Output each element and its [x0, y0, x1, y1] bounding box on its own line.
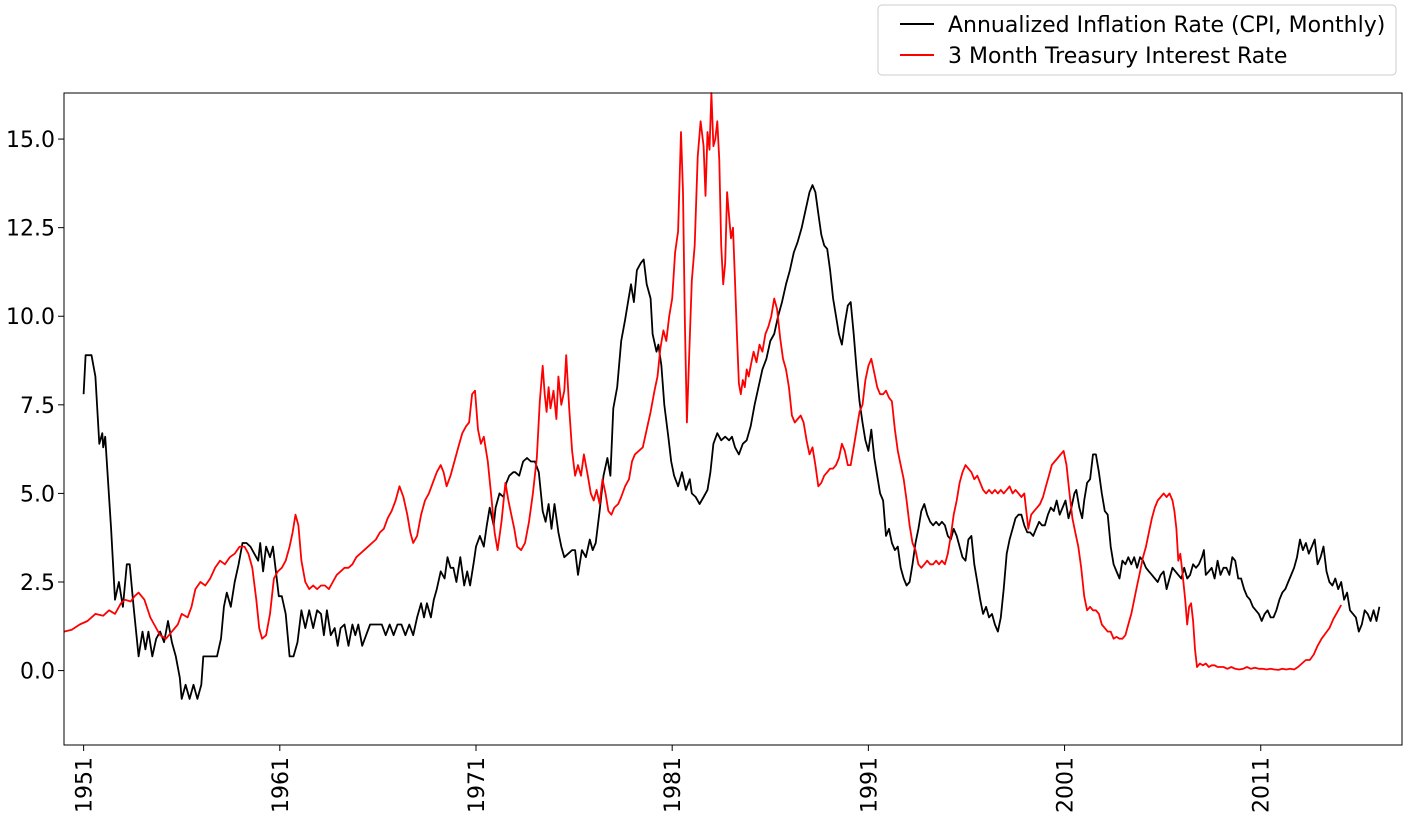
x-tick-label: 1981 [661, 757, 686, 813]
y-tick-label: 15.0 [6, 128, 55, 153]
y-tick-label: 7.5 [20, 394, 55, 419]
x-tick-label: 1971 [465, 757, 490, 813]
y-tick-label: 5.0 [20, 482, 55, 507]
legend-box [877, 4, 1397, 76]
series-line-0 [82, 184, 1381, 700]
y-axis: 0.0 2.5 5.0 7.5 10.0 12.5 15.0 [6, 128, 64, 685]
series-layer [63, 92, 1381, 700]
x-tick-label: 1991 [857, 757, 882, 813]
x-tick-label: 1961 [269, 757, 294, 813]
series-line-1 [63, 92, 1342, 671]
plot-frame [63, 92, 1403, 746]
x-axis: 1951 1961 1971 1981 1991 2001 2011 [73, 745, 1275, 813]
y-tick-label: 2.5 [20, 571, 55, 596]
legend: Annualized Inflation Rate (CPI, Monthly)… [877, 4, 1397, 76]
y-tick-label: 0.0 [20, 660, 55, 685]
legend-label-inflation: Annualized Inflation Rate (CPI, Monthly) [948, 13, 1385, 38]
y-tick-label: 10.0 [6, 305, 55, 330]
x-tick-label: 1951 [73, 757, 98, 813]
y-tick-label: 12.5 [6, 217, 55, 242]
x-tick-label: 2001 [1054, 757, 1079, 813]
x-tick-label: 2011 [1250, 757, 1275, 813]
legend-label-treasury: 3 Month Treasury Interest Rate [948, 44, 1287, 69]
